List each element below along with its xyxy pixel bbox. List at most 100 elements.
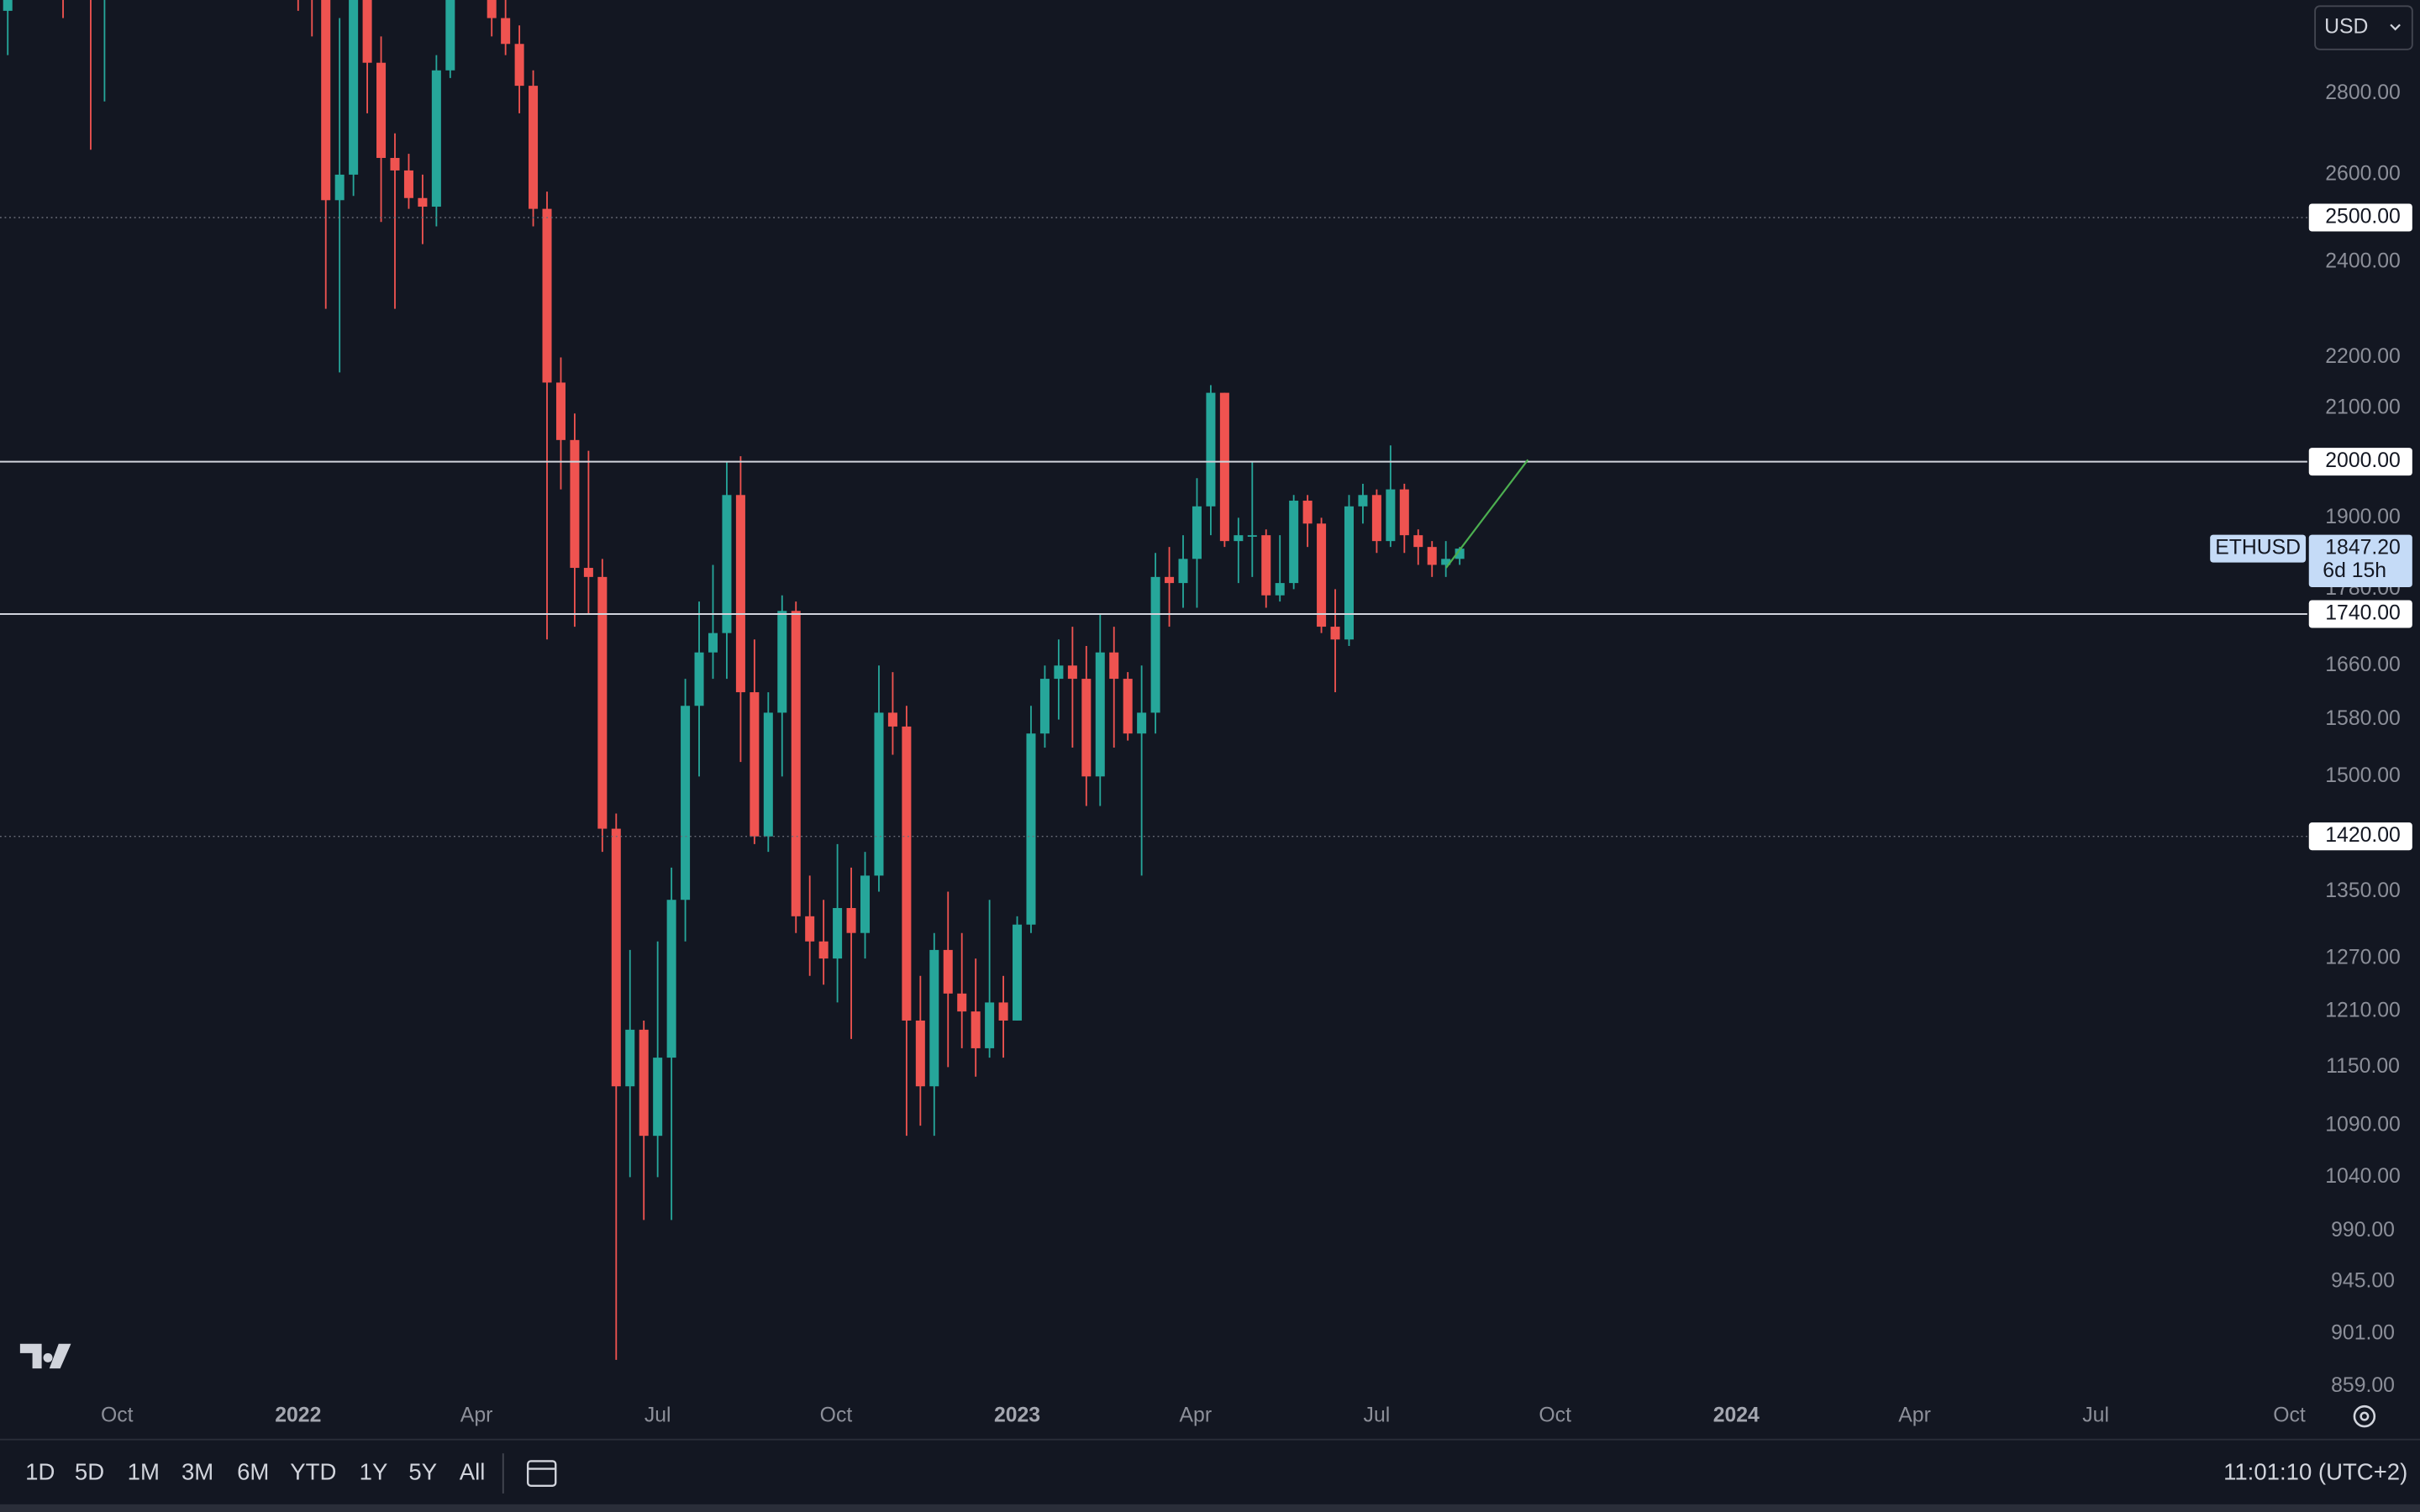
candle-body — [555, 382, 566, 440]
candle-body — [722, 495, 732, 633]
price-line-label: 1740.00 — [2325, 602, 2401, 625]
candle-body — [1067, 665, 1077, 680]
candle-body — [915, 1020, 925, 1087]
range-button[interactable]: 1Y — [360, 1458, 388, 1484]
candle-body — [1371, 495, 1381, 542]
y-tick-label: 945.00 — [2331, 1270, 2395, 1293]
candle-body — [611, 828, 621, 1087]
range-button[interactable]: YTD — [290, 1458, 336, 1484]
candle-body — [971, 1011, 981, 1048]
candle-body — [1219, 392, 1229, 542]
countdown-label: 6d 15h — [2323, 559, 2386, 582]
bottom-strip — [0, 1504, 2420, 1512]
y-tick-label: 1270.00 — [2325, 947, 2401, 969]
candle-body — [985, 1002, 995, 1048]
y-tick-label: 2400.00 — [2325, 250, 2401, 273]
candle-body — [1039, 679, 1050, 734]
candle-body — [846, 907, 856, 933]
y-tick-label: 1580.00 — [2325, 707, 2401, 730]
range-button[interactable]: 6M — [237, 1458, 269, 1484]
candle-body — [1081, 679, 1092, 777]
settings-icon[interactable] — [2353, 1404, 2376, 1428]
candle-body — [1289, 501, 1299, 584]
currency-select-box[interactable] — [2314, 5, 2413, 50]
x-tick-label: Apr — [1898, 1404, 1931, 1427]
y-tick-label: 1900.00 — [2325, 506, 2401, 528]
dropdown-chevron — [2390, 24, 2401, 31]
range-button[interactable]: 5D — [75, 1458, 104, 1484]
candle-body — [639, 1029, 649, 1137]
x-tick-label: Jul — [2082, 1404, 2109, 1427]
gear-ring — [2353, 1404, 2376, 1428]
x-tick-label: 2023 — [994, 1404, 1040, 1427]
candle-body — [1441, 559, 1451, 565]
x-tick-label: 2022 — [275, 1404, 321, 1427]
date-range-button[interactable] — [524, 1457, 558, 1490]
y-tick-label: 1210.00 — [2325, 1000, 2401, 1022]
range-button[interactable]: 3M — [182, 1458, 213, 1484]
y-tick-label: 859.00 — [2331, 1374, 2395, 1397]
currency-select[interactable]: USD — [2314, 5, 2413, 50]
candle-body — [1123, 679, 1133, 734]
candle-body — [653, 1058, 663, 1137]
y-tick-label: 1350.00 — [2325, 879, 2401, 902]
candle-body — [666, 900, 676, 1058]
candle-body — [791, 611, 801, 916]
candle-body — [542, 208, 552, 383]
range-button[interactable]: 5Y — [408, 1458, 437, 1484]
candle-body — [1317, 523, 1327, 627]
candle-body — [1261, 535, 1271, 596]
y-tick-label: 1500.00 — [2325, 764, 2401, 787]
y-tick-label: 2200.00 — [2325, 345, 2401, 368]
candle-body — [1192, 506, 1202, 559]
candle-body — [1330, 627, 1340, 640]
x-tick-label: Oct — [101, 1404, 134, 1427]
candle-body — [514, 44, 524, 87]
candle-body — [1206, 392, 1216, 507]
y-tick-label: 2600.00 — [2325, 162, 2401, 185]
candle-body — [1247, 535, 1257, 537]
candle-body — [833, 907, 843, 959]
candle-body — [681, 706, 691, 900]
candle-body — [1427, 547, 1437, 565]
y-tick-label: 2100.00 — [2325, 396, 2401, 419]
y-tick-label: 901.00 — [2331, 1322, 2395, 1345]
candle-body — [1386, 489, 1396, 542]
candle-body — [625, 1029, 635, 1087]
candle-body — [1358, 495, 1368, 507]
candle-body — [349, 0, 359, 175]
range-button[interactable]: All — [460, 1458, 486, 1484]
candle-body — [1178, 559, 1188, 584]
y-tick-label: 1090.00 — [2325, 1114, 2401, 1137]
y-tick-label: 1660.00 — [2325, 654, 2401, 676]
clock: 11:01:10 (UTC+2) — [2223, 1458, 2407, 1484]
candle-body — [708, 633, 718, 653]
candle-body — [750, 692, 760, 837]
candle-body — [529, 86, 539, 209]
candle-body — [583, 568, 593, 577]
candle-body — [777, 611, 787, 713]
last-price-tag — [2308, 534, 2412, 588]
candle-body — [1137, 712, 1147, 734]
candle-body — [376, 62, 387, 159]
candle-body — [1165, 576, 1175, 584]
y-tick-label: 1150.00 — [2326, 1055, 2400, 1078]
price-line-tag — [2308, 203, 2412, 232]
range-button[interactable]: 1M — [128, 1458, 160, 1484]
x-tick-label: 2024 — [1713, 1404, 1760, 1427]
candle-body — [1302, 501, 1313, 524]
candle-body — [874, 712, 884, 876]
x-tick-label: Oct — [1539, 1404, 1571, 1427]
y-tick-label: 990.00 — [2331, 1219, 2395, 1242]
x-tick-label: Oct — [820, 1404, 853, 1427]
candle-body — [1234, 535, 1244, 542]
currency-select-label: USD — [2324, 16, 2368, 39]
candle-body — [570, 439, 580, 569]
candle-body — [805, 916, 815, 942]
price-line-label: 1420.00 — [2325, 824, 2401, 847]
calendar-icon — [526, 1460, 557, 1487]
x-tick-label: Jul — [1364, 1404, 1391, 1427]
gear-center — [2360, 1411, 2370, 1421]
y-tick-label: 2800.00 — [2325, 81, 2401, 104]
range-button[interactable]: 1D — [25, 1458, 55, 1484]
